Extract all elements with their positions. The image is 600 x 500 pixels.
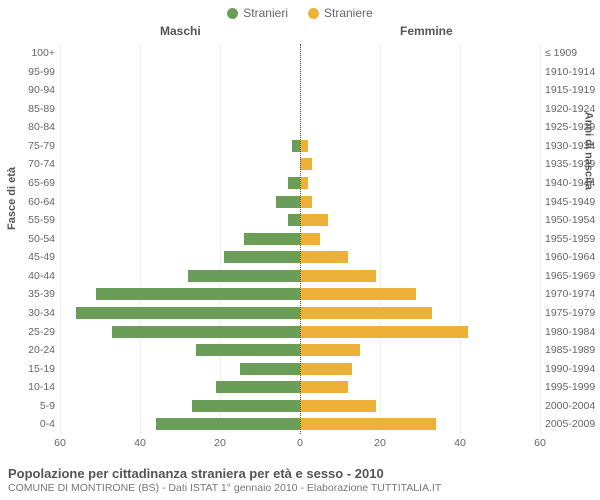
x-tick: 60 <box>54 437 66 449</box>
year-label: 1950-1954 <box>545 211 600 230</box>
age-label: 25-29 <box>5 323 55 342</box>
plot-area: 100+≤ 190995-991910-191490-941915-191985… <box>60 44 540 434</box>
year-label: 1940-1944 <box>545 174 600 193</box>
age-label: 35-39 <box>5 285 55 304</box>
age-label: 40-44 <box>5 267 55 286</box>
bar-female <box>300 233 320 245</box>
bar-female <box>300 196 312 208</box>
column-header-male: Maschi <box>160 24 201 38</box>
bar-male <box>156 418 300 430</box>
age-label: 0-4 <box>5 415 55 434</box>
year-label: 1945-1949 <box>545 193 600 212</box>
chart-footer: Popolazione per cittadinanza straniera p… <box>8 466 592 494</box>
bar-male <box>276 196 300 208</box>
year-label: 1915-1919 <box>545 81 600 100</box>
year-label: 1995-1999 <box>545 378 600 397</box>
bar-female <box>300 140 308 152</box>
bar-male <box>292 140 300 152</box>
chart-title: Popolazione per cittadinanza straniera p… <box>8 466 592 481</box>
bar-female <box>300 214 328 226</box>
bar-male <box>288 177 300 189</box>
age-label: 65-69 <box>5 174 55 193</box>
column-header-female: Femmine <box>400 24 453 38</box>
age-label: 95-99 <box>5 63 55 82</box>
age-label: 85-89 <box>5 100 55 119</box>
bar-male <box>112 326 300 338</box>
bar-male <box>244 233 300 245</box>
age-label: 10-14 <box>5 378 55 397</box>
bar-male <box>216 381 300 393</box>
x-tick: 0 <box>297 437 303 449</box>
year-label: 1925-1929 <box>545 118 600 137</box>
age-label: 20-24 <box>5 341 55 360</box>
year-label: 1975-1979 <box>545 304 600 323</box>
bar-female <box>300 177 308 189</box>
chart-subtitle: COMUNE DI MONTIRONE (BS) - Dati ISTAT 1°… <box>8 482 592 494</box>
age-label: 70-74 <box>5 155 55 174</box>
bar-male <box>76 307 300 319</box>
x-tick: 40 <box>454 437 466 449</box>
year-label: 1930-1934 <box>545 137 600 156</box>
legend-swatch-male <box>227 8 238 19</box>
bar-female <box>300 363 352 375</box>
age-label: 75-79 <box>5 137 55 156</box>
year-label: 1990-1994 <box>545 360 600 379</box>
bar-male <box>188 270 300 282</box>
bar-female <box>300 400 376 412</box>
center-axis <box>300 44 301 434</box>
year-label: 1935-1939 <box>545 155 600 174</box>
gridline <box>540 44 541 434</box>
bar-male <box>192 400 300 412</box>
legend-item-male: Stranieri <box>227 6 288 20</box>
age-label: 30-34 <box>5 304 55 323</box>
bar-female <box>300 288 416 300</box>
age-label: 55-59 <box>5 211 55 230</box>
year-label: ≤ 1909 <box>545 44 600 63</box>
x-tick: 20 <box>374 437 386 449</box>
bar-female <box>300 158 312 170</box>
x-tick: 40 <box>134 437 146 449</box>
bar-male <box>288 214 300 226</box>
year-label: 1985-1989 <box>545 341 600 360</box>
x-tick: 60 <box>534 437 546 449</box>
age-label: 15-19 <box>5 360 55 379</box>
pyramid-chart: Stranieri Straniere Maschi Femmine Fasce… <box>0 0 600 500</box>
year-label: 1970-1974 <box>545 285 600 304</box>
x-tick: 20 <box>214 437 226 449</box>
year-label: 1960-1964 <box>545 248 600 267</box>
bar-female <box>300 307 432 319</box>
year-label: 2000-2004 <box>545 397 600 416</box>
bar-female <box>300 270 376 282</box>
bar-female <box>300 381 348 393</box>
year-label: 1965-1969 <box>545 267 600 286</box>
year-label: 2005-2009 <box>545 415 600 434</box>
legend-label-female: Straniere <box>324 6 373 20</box>
age-label: 50-54 <box>5 230 55 249</box>
age-label: 5-9 <box>5 397 55 416</box>
legend-item-female: Straniere <box>308 6 373 20</box>
legend-swatch-female <box>308 8 319 19</box>
bar-male <box>224 251 300 263</box>
age-label: 90-94 <box>5 81 55 100</box>
year-label: 1955-1959 <box>545 230 600 249</box>
legend-label-male: Stranieri <box>243 6 288 20</box>
bar-female <box>300 251 348 263</box>
year-label: 1980-1984 <box>545 323 600 342</box>
x-axis-ticks: 6040200204060 <box>60 434 540 452</box>
bar-male <box>96 288 300 300</box>
age-label: 60-64 <box>5 193 55 212</box>
legend: Stranieri Straniere <box>0 0 600 22</box>
bar-female <box>300 344 360 356</box>
age-label: 45-49 <box>5 248 55 267</box>
age-label: 100+ <box>5 44 55 63</box>
bar-male <box>196 344 300 356</box>
bar-male <box>240 363 300 375</box>
year-label: 1920-1924 <box>545 100 600 119</box>
bar-female <box>300 326 468 338</box>
age-label: 80-84 <box>5 118 55 137</box>
year-label: 1910-1914 <box>545 63 600 82</box>
bar-female <box>300 418 436 430</box>
